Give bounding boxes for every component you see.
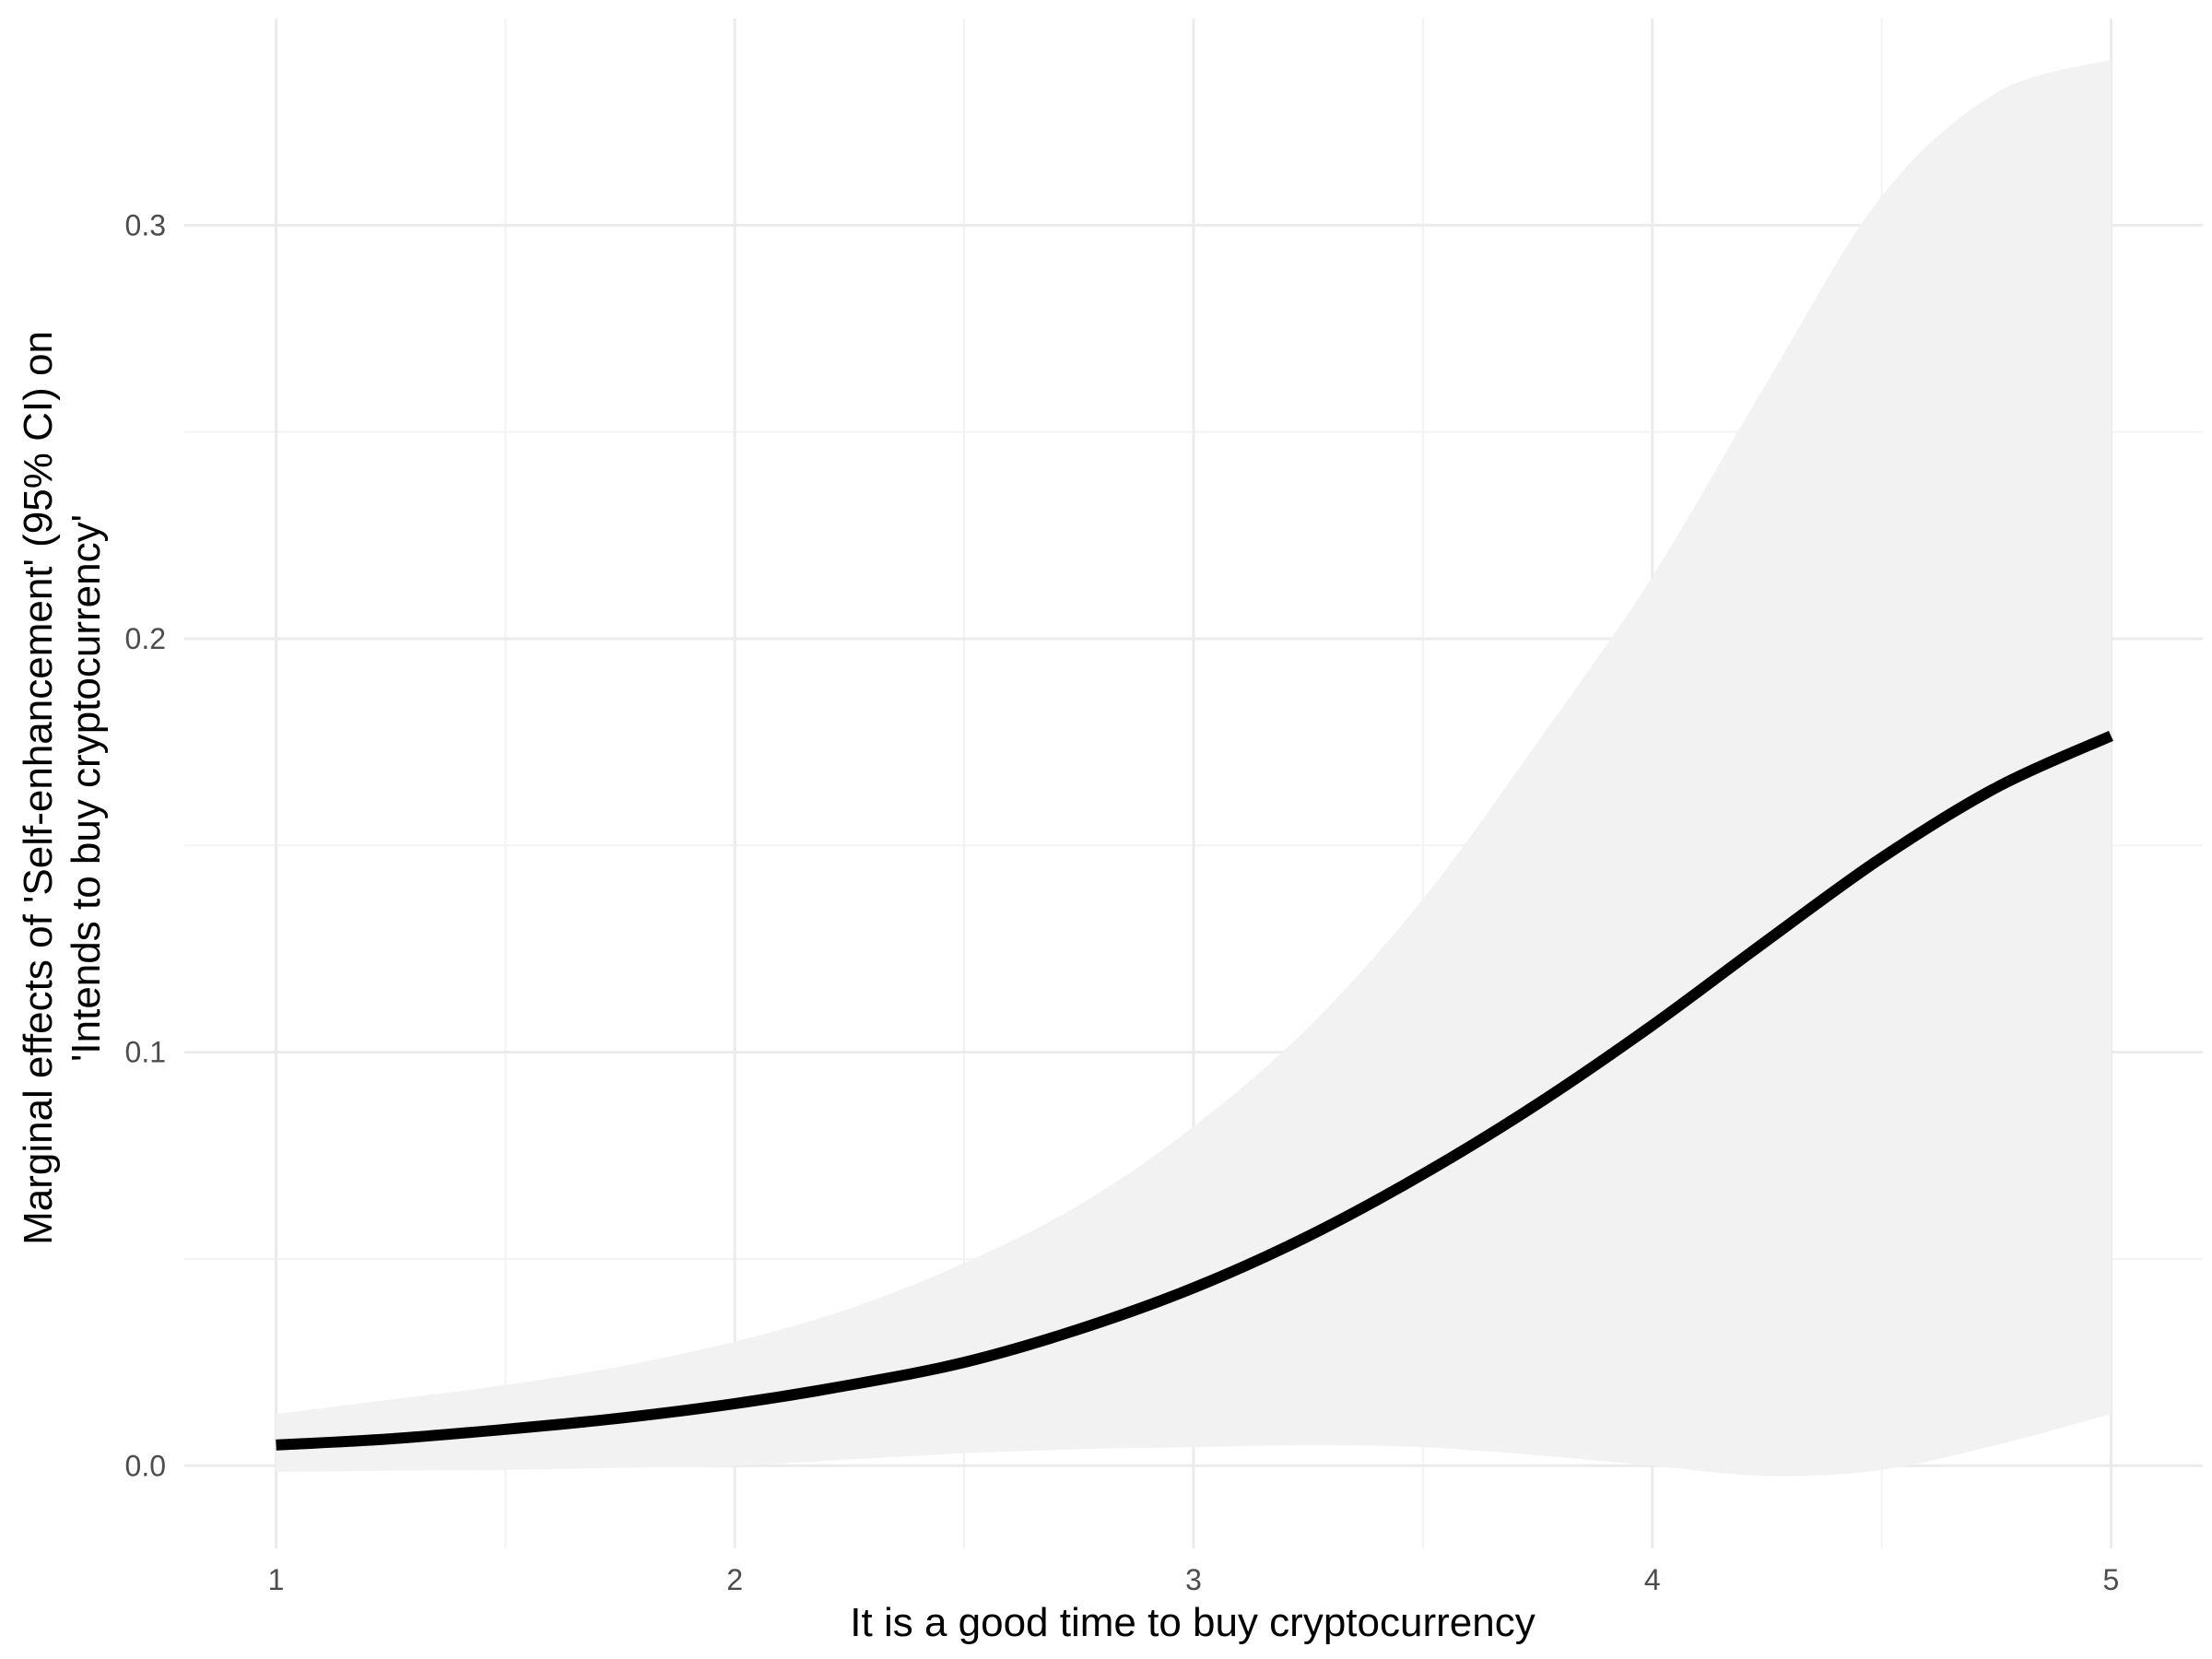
y-axis-title-line-1: Marginal effects of 'Self-enhancement' (…	[16, 331, 61, 1245]
y-axis-tick-labels: 0.0 0.1 0.2 0.3	[125, 208, 166, 1482]
marginal-effect-line	[276, 730, 2113, 1451]
x-tick-label: 1	[268, 1563, 285, 1596]
x-tick-label: 5	[2103, 1563, 2120, 1596]
y-axis-title-line-2: 'Intends to buy cryptocurrency'	[64, 514, 109, 1062]
confidence-interval-ribbon	[276, 59, 2112, 1477]
y-tick-label: 0.1	[125, 1036, 166, 1069]
x-tick-label: 2	[726, 1563, 743, 1596]
x-axis-tick-labels: 1 2 3 4 5	[268, 1563, 2120, 1596]
y-tick-label: 0.2	[125, 622, 166, 655]
x-tick-label: 3	[1185, 1563, 1202, 1596]
x-axis-title: It is a good time to buy cryptocurrency	[850, 1600, 1535, 1645]
x-tick-label: 4	[1644, 1563, 1661, 1596]
y-tick-label: 0.3	[125, 208, 166, 241]
y-tick-label: 0.0	[125, 1449, 166, 1482]
